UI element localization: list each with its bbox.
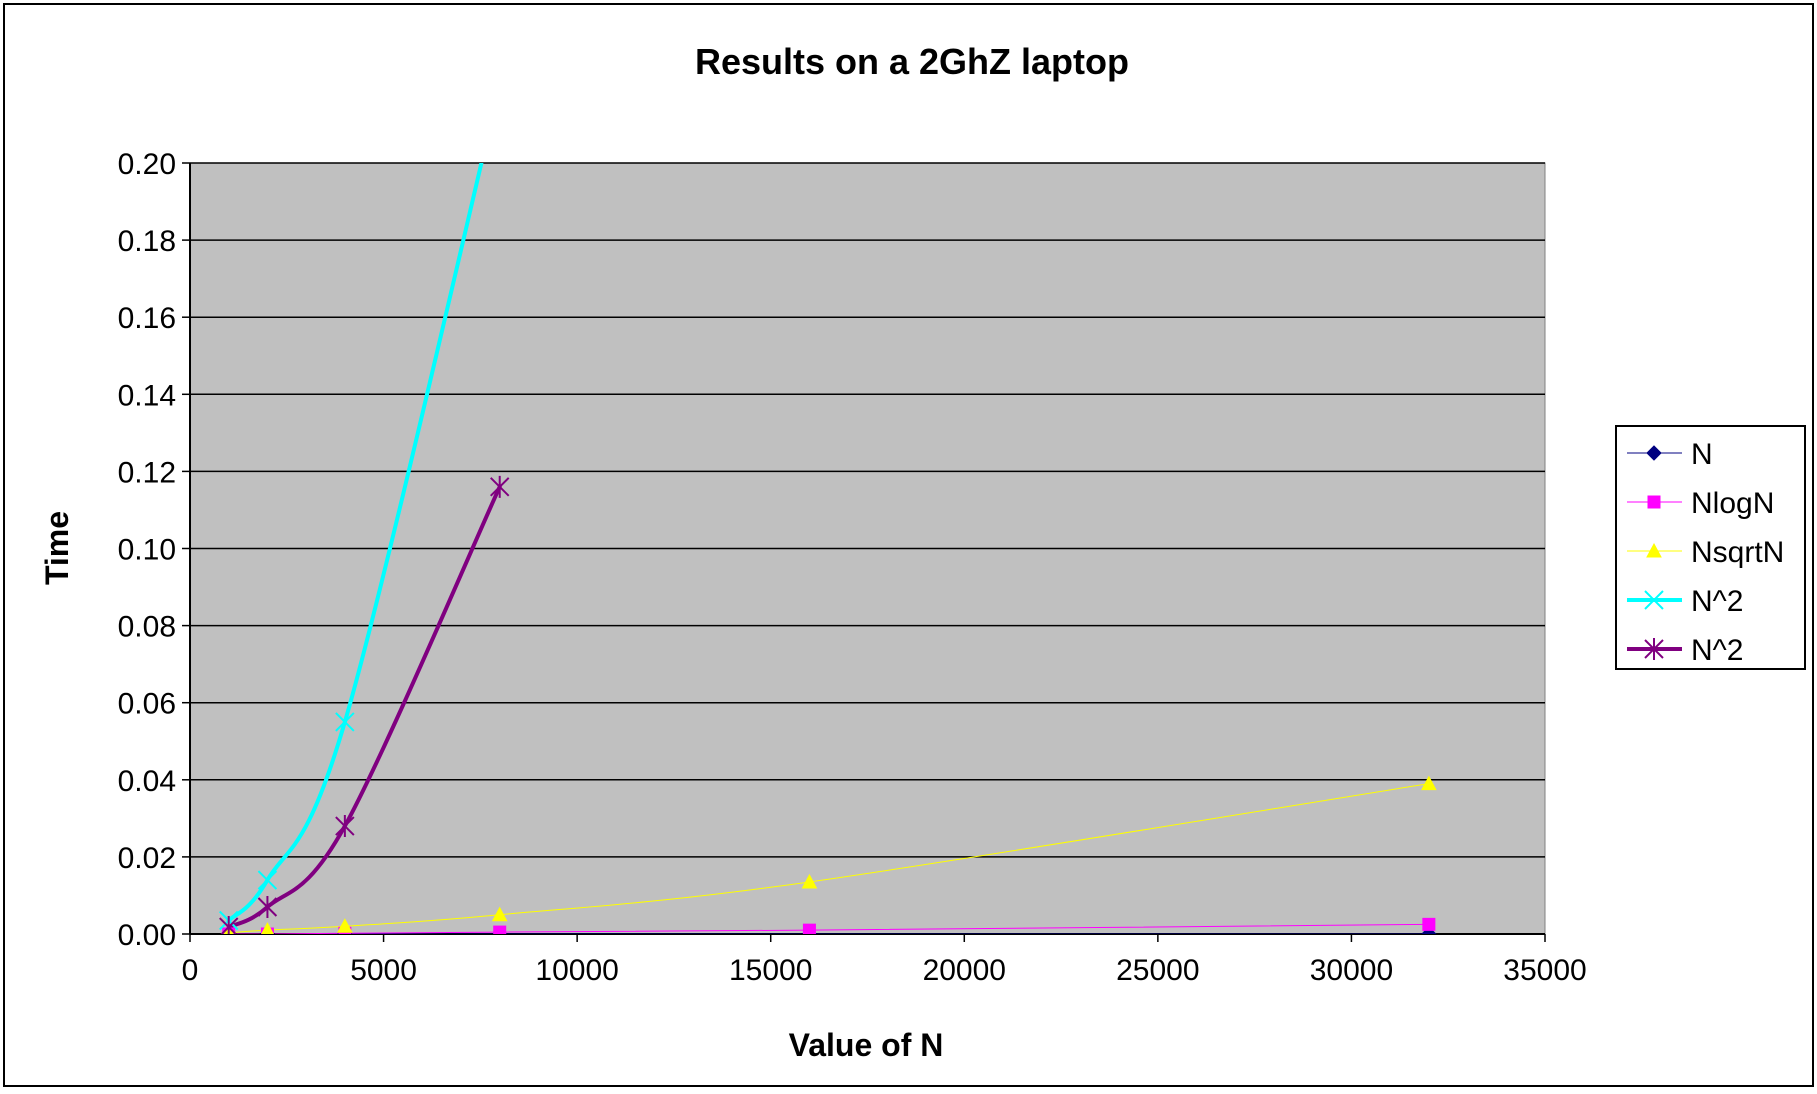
legend-label-0: N (1691, 438, 1713, 471)
x-tick-label: 10000 (535, 954, 618, 987)
x-axis-ticks: 0 5000 10000 15000 20000 25000 30000 35000 (182, 934, 1587, 987)
y-tick-label: 0.04 (118, 765, 176, 798)
y-tick-label: 0.08 (118, 611, 176, 644)
y-tick-label: 0.10 (118, 534, 176, 567)
chart-title: Results on a 2GhZ laptop (695, 41, 1129, 82)
data-point-2 (261, 922, 274, 934)
data-point-3 (335, 712, 355, 732)
y-tick-label: 0.16 (118, 302, 176, 335)
x-tick-label: 35000 (1503, 954, 1586, 987)
x-tick-label: 30000 (1310, 954, 1393, 987)
legend-marker-3 (1644, 590, 1664, 610)
legend-marker-1 (1647, 495, 1661, 509)
data-point-3 (257, 870, 278, 890)
legend: N NlogN NsqrtN N^2 N^2 (1615, 425, 1806, 670)
data-point-2 (801, 873, 818, 889)
y-tick-label: 0.18 (118, 225, 176, 258)
legend-label-3: N^2 (1691, 585, 1743, 618)
data-point-4 (257, 896, 278, 919)
y-axis-ticks: 0.00 0.02 0.04 0.06 0.08 0.10 0.12 0.14 0.16 0.18… (118, 148, 190, 952)
data-point-1 (802, 923, 816, 934)
data-point-4 (219, 916, 239, 934)
y-tick-label: 0.06 (118, 688, 176, 721)
gridlines (190, 162, 1545, 858)
data-point-1 (493, 925, 507, 934)
y-axis-label: Time (39, 511, 75, 585)
series-line-1 (228, 923, 1430, 934)
x-tick-label: 20000 (923, 954, 1006, 987)
y-tick-label: 0.12 (118, 456, 176, 489)
x-axis-label: Value of N (789, 1027, 944, 1063)
data-point-2 (337, 918, 353, 933)
x-tick-label: 15000 (729, 954, 812, 987)
legend-label-2: NsqrtN (1691, 536, 1784, 569)
x-tick-label: 0 (182, 954, 199, 987)
y-tick-label: 0.20 (118, 148, 176, 181)
legend-label-4: N^2 (1691, 634, 1743, 667)
series-markers (219, 475, 1437, 934)
y-tick-label: 0.02 (118, 842, 176, 875)
legend-marker-4 (1644, 638, 1664, 660)
y-tick-label: 0.00 (118, 919, 176, 952)
legend-box (1615, 425, 1806, 670)
x-tick-label: 25000 (1116, 954, 1199, 987)
y-tick-label: 0.14 (118, 379, 176, 412)
data-point-4 (490, 475, 510, 498)
legend-label-1: NlogN (1691, 487, 1774, 520)
data-point-1 (1422, 917, 1436, 931)
data-point-4 (335, 815, 355, 838)
legend-marker-2 (1646, 542, 1662, 558)
series-line-2 (228, 783, 1430, 934)
x-tick-label: 5000 (350, 954, 417, 987)
data-point-2 (491, 906, 508, 922)
legend-marker-0 (1646, 445, 1662, 461)
data-point-2 (1421, 775, 1437, 791)
